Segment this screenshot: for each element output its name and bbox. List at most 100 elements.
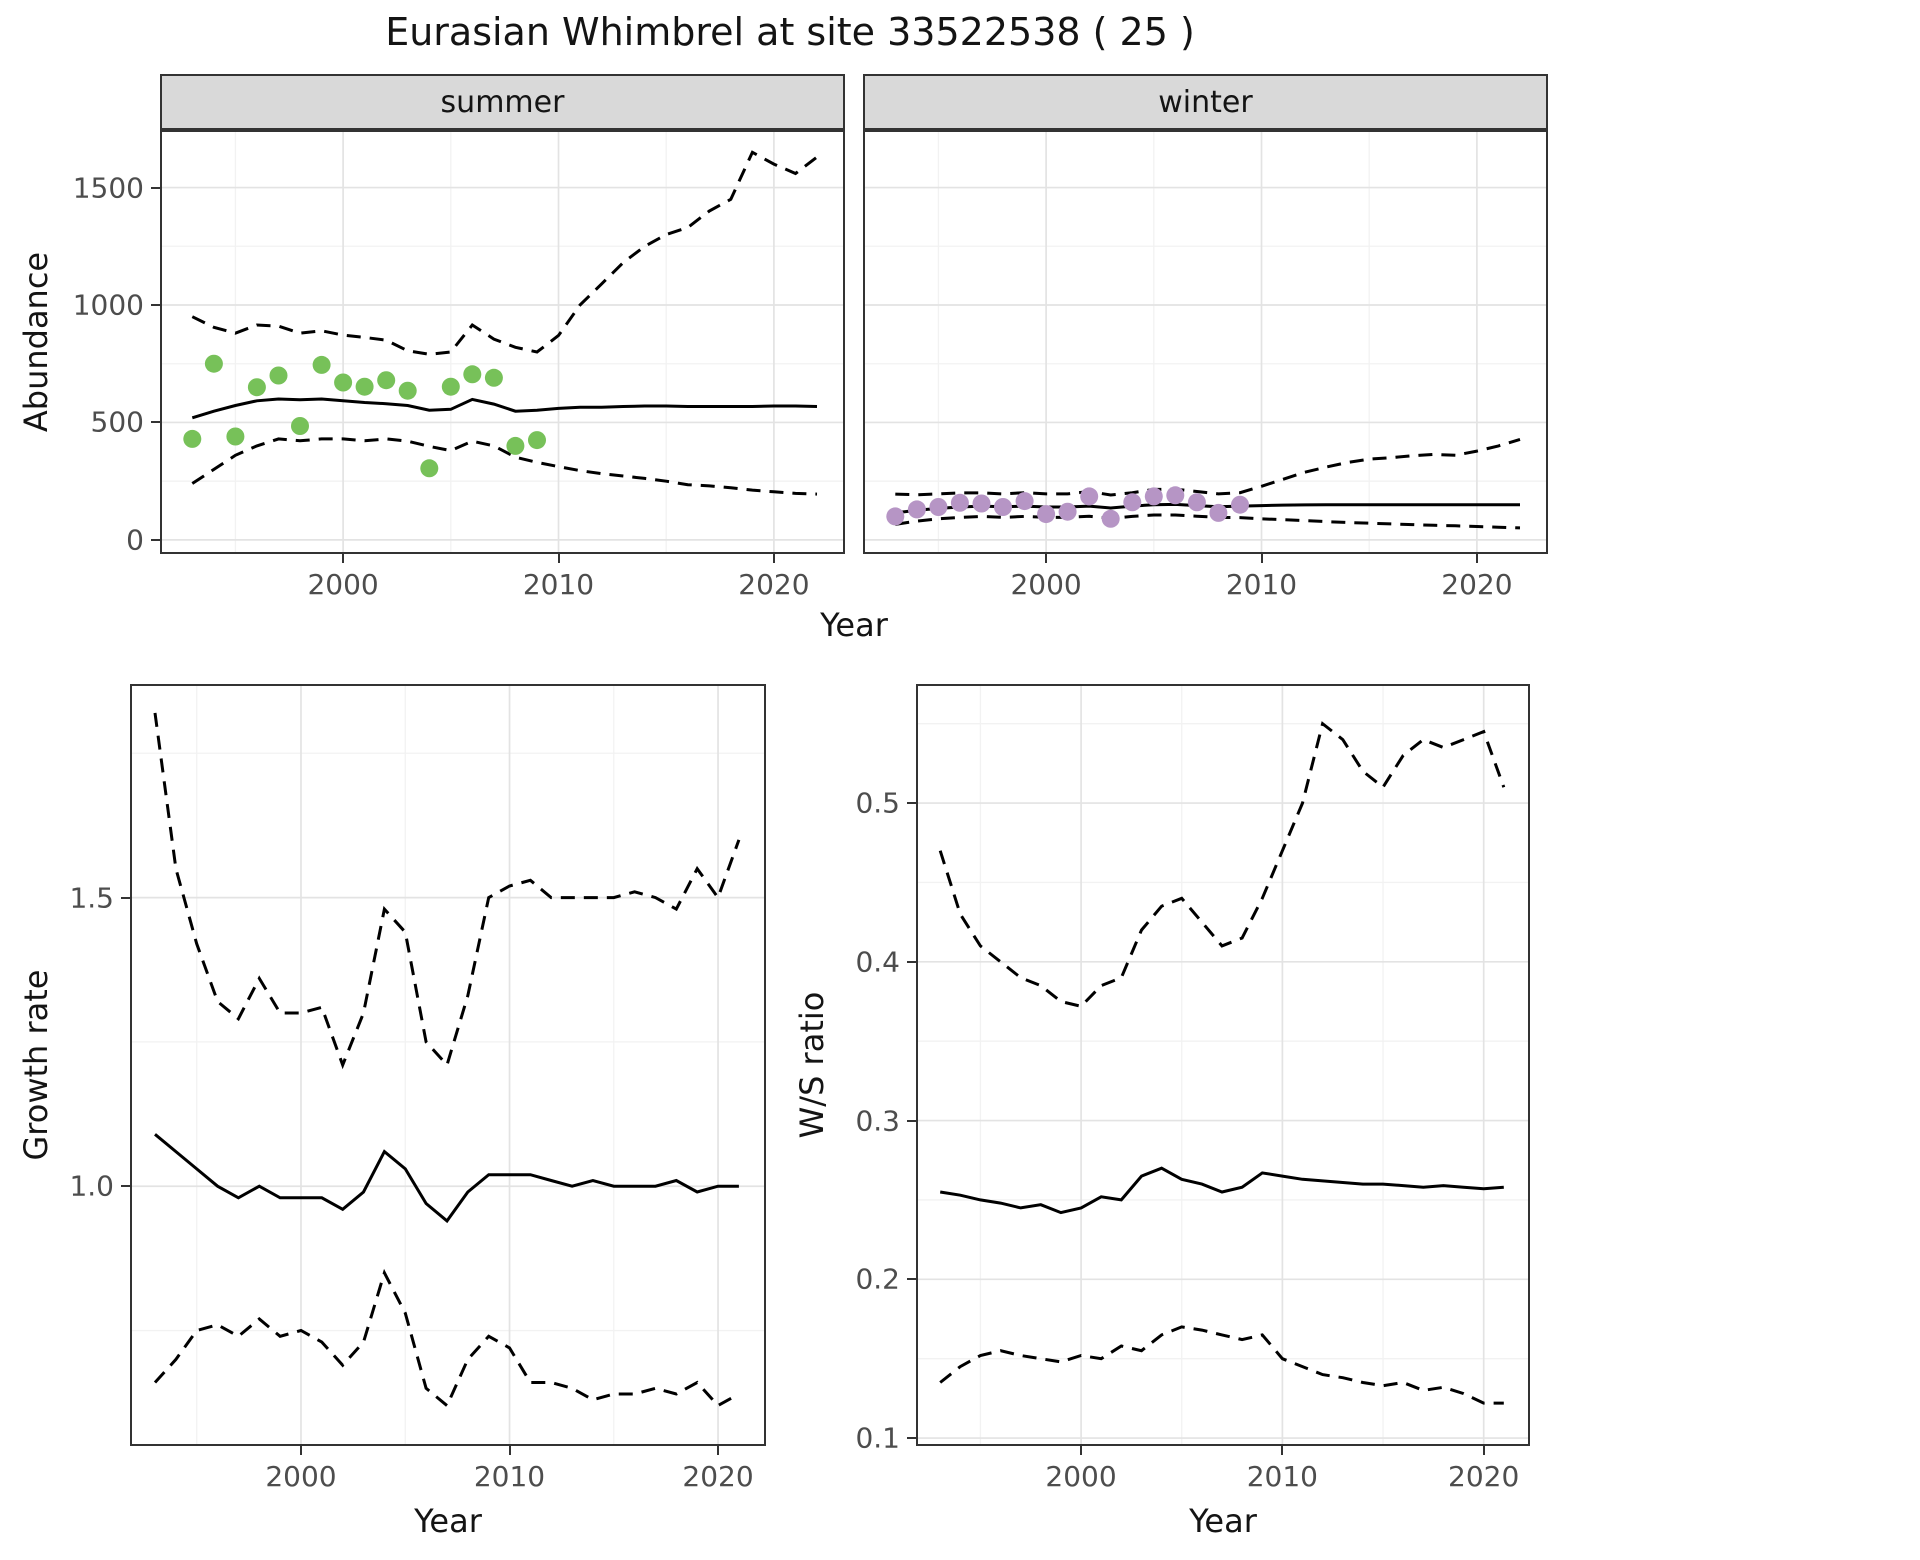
observation-point [1080,487,1099,506]
observation-point [929,498,948,516]
panel-border [863,130,1548,554]
lower-ci-line [191,437,818,496]
growth-rate-panel [130,684,766,1446]
y-tick-mark [907,1278,916,1281]
observation-point [1209,503,1228,522]
observation-point [1123,493,1142,512]
x-tick-mark [772,554,775,563]
observation-point [506,436,525,455]
y-tick-mark [907,802,916,805]
x-tick-label: 2020 [1448,1460,1520,1493]
observation-point [183,429,202,448]
abundance-summer-panel [160,130,845,554]
fit-line [939,1166,1504,1215]
observation-point [463,365,482,384]
y-tick-label: 0.4 [855,945,900,979]
fit-line [191,397,818,420]
y-tick-label: 1.0 [69,1169,114,1203]
y-tick-mark [151,421,160,424]
observation-point [484,368,503,387]
panel-border [916,684,1530,1446]
observation-point [950,493,969,512]
abundance-y-axis-title: Abundance [17,251,55,433]
x-tick-label: 2010 [473,1460,546,1493]
y-tick-label: 0.5 [855,786,900,820]
x-tick-label: 2010 [522,568,595,601]
y-tick-label: 0 [126,523,144,557]
fit-line [154,1133,739,1224]
x-tick-label: 2000 [1010,568,1082,601]
x-tick-mark [342,554,345,563]
observation-point [1037,505,1056,524]
observation-point [420,459,439,478]
y-tick-mark [151,304,160,306]
y-tick-mark [151,538,160,541]
upper-ci-line [938,721,1506,1008]
ws-ratio-panel [916,684,1530,1446]
observation-point [291,417,309,435]
observation-point [1166,486,1185,505]
observation-point [886,507,905,526]
x-tick-label: 2020 [1441,568,1513,601]
y-tick-mark [907,960,916,963]
y-tick-mark [151,186,160,189]
growth-y-axis-title: Growth rate [17,969,55,1161]
y-tick-label: 500 [90,405,144,439]
observation-point [972,494,991,513]
x-tick-label: 2010 [1246,1460,1319,1493]
y-tick-label: 1.5 [69,881,114,915]
facet-strip-summer-label: summer [440,84,565,120]
abundance-winter-panel [863,130,1548,554]
lower-ci-line [895,513,1521,530]
upper-ci-line [191,150,818,356]
observation-point [398,381,417,400]
x-tick-mark [557,554,560,563]
y-tick-mark [907,1119,916,1122]
x-tick-mark [717,1446,720,1455]
y-tick-label: 0.3 [855,1104,900,1138]
y-tick-label: 0.1 [855,1421,900,1455]
ws-y-axis-title: W/S ratio [793,991,831,1139]
observation-point [528,431,546,450]
observation-point [204,354,223,373]
x-tick-mark [1260,554,1263,563]
y-tick-mark [121,896,130,899]
x-tick-label: 2000 [307,568,379,601]
facet-strip-summer: summer [160,74,845,130]
x-tick-mark [299,1446,302,1455]
observation-point [1144,487,1163,506]
x-tick-mark [508,1446,511,1455]
observation-point [269,366,288,385]
y-tick-mark [121,1185,130,1188]
x-tick-label: 2010 [1225,568,1298,601]
observation-point [334,373,353,392]
x-tick-mark [1080,1446,1083,1455]
lower-ci-line [939,1325,1504,1405]
facet-strip-winter: winter [863,74,1548,130]
panel-border [130,684,766,1446]
observation-point [441,377,460,396]
observation-point [226,427,245,446]
upper-ci-line [153,712,741,1070]
x-tick-label: 2020 [682,1460,754,1493]
observation-point [1058,502,1077,521]
y-tick-label: 0.2 [855,1262,900,1296]
lower-ci-line [153,1268,740,1409]
y-tick-mark [907,1437,916,1440]
growth-x-axis-title: Year [414,1502,482,1540]
y-tick-label: 1500 [72,171,144,205]
observation-point [1015,492,1034,511]
plot-title: Eurasian Whimbrel at site 33522538 ( 25 … [385,10,1195,54]
x-tick-label: 2020 [738,568,810,601]
y-tick-label: 1000 [72,288,144,322]
observation-point [1231,495,1249,514]
observation-point [994,498,1012,516]
observation-point [247,378,266,397]
x-tick-mark [1475,554,1478,563]
upper-ci-line [895,437,1521,497]
x-tick-mark [1045,554,1048,563]
facet-strip-winter-label: winter [1158,84,1253,120]
observation-point [1101,509,1120,528]
x-tick-label: 2000 [1045,1460,1117,1493]
ws-x-axis-title: Year [1189,1502,1257,1540]
